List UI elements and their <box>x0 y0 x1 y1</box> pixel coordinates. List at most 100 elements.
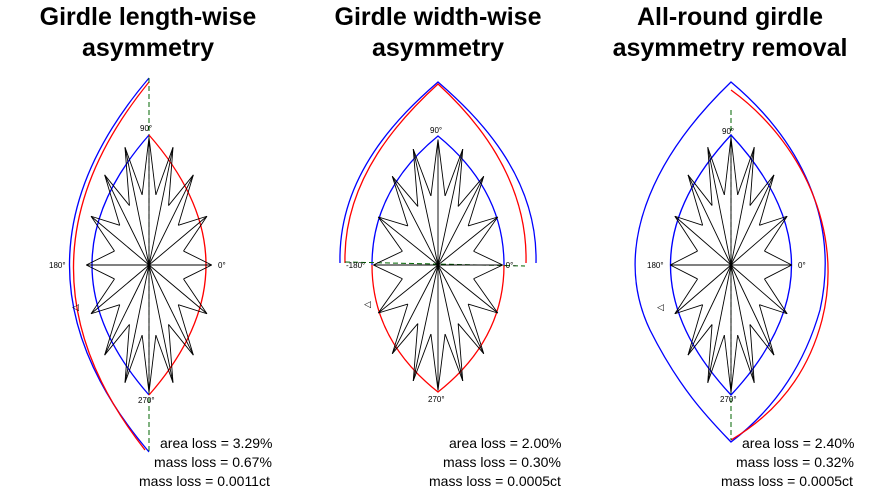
facet-edge-13 <box>674 215 703 226</box>
facet-edge-18 <box>378 303 408 314</box>
facet-edge-27 <box>457 323 485 354</box>
facet-edge-7 <box>437 139 446 197</box>
facet-edge-30 <box>183 278 208 315</box>
label-90: 90° <box>430 126 442 135</box>
facet-edge-31 <box>183 264 212 280</box>
facet-ray-2 <box>148 174 194 266</box>
facet-edge-11 <box>391 176 419 207</box>
facet-edge-14 <box>377 216 403 252</box>
facet-ray-7 <box>90 215 150 266</box>
inner-asymmetry-bottom <box>371 264 505 393</box>
facet-ray-5 <box>124 147 150 266</box>
facet-edge-5 <box>457 149 464 207</box>
facet-ray-3 <box>148 147 174 266</box>
facet-ray-1 <box>148 215 208 266</box>
panel-length-wise: 90° 180° 0° 270° ◁ area loss = 3.29% mas… <box>49 77 272 489</box>
stat-mass-loss-ct: mass loss = 0.0011ct <box>139 473 270 489</box>
facet-edge-0 <box>473 250 503 266</box>
label-270: 270° <box>720 395 737 404</box>
facet-ray-14 <box>437 264 485 354</box>
facet-edge-21 <box>412 323 419 381</box>
facet-edge-25 <box>444 333 464 382</box>
facet-edge-14 <box>90 215 115 252</box>
facet-edge-3 <box>177 174 194 226</box>
facet-ray-2 <box>437 176 485 266</box>
facet-edge-17 <box>377 278 403 314</box>
facet-edge-16 <box>373 264 403 280</box>
label-0: 0° <box>218 261 226 270</box>
facet-edge-5 <box>749 147 755 206</box>
facet-edge-13 <box>378 216 408 227</box>
panel-width-wise: 90° -180° -0°- 270° ◁ area loss = 2.00% … <box>339 81 561 489</box>
facet-ray-13 <box>437 264 464 381</box>
facet-ray-9 <box>90 264 150 315</box>
facet-edge-0 <box>764 250 792 266</box>
facet-edge-25 <box>155 334 174 383</box>
facet-edge-12 <box>104 174 121 226</box>
facet-ray-15 <box>148 264 208 315</box>
facet-edge-31 <box>473 264 503 280</box>
facet-edge-16 <box>86 264 115 280</box>
facet-edge-19 <box>104 304 121 356</box>
stat-area-loss: area loss = 2.40% <box>742 435 854 451</box>
facet-edge-19 <box>391 303 409 354</box>
facet-edge-2 <box>759 215 788 226</box>
pointer-marker: ◁ <box>364 300 371 310</box>
facet-ray-15 <box>730 264 788 315</box>
facet-edge-3 <box>467 176 485 227</box>
facet-edge-12 <box>391 176 409 227</box>
facet-edge-29 <box>759 304 788 315</box>
facet-edge-29 <box>468 303 498 314</box>
facet-edge-1 <box>473 216 499 252</box>
facet-edge-28 <box>467 303 485 354</box>
facet-edge-13 <box>90 215 120 226</box>
facet-edge-7 <box>730 137 739 195</box>
facet-edge-17 <box>90 278 115 315</box>
facet-edge-26 <box>749 324 755 383</box>
facet-edge-22 <box>124 334 143 383</box>
facet-ray-3 <box>730 147 755 266</box>
facet-ray-13 <box>730 264 755 383</box>
stat-mass-loss-percent: mass loss = 0.67% <box>154 454 272 470</box>
facet-edge-3 <box>758 174 775 226</box>
horizontal-axis <box>344 261 526 267</box>
facet-edge-19 <box>687 304 704 356</box>
facet-ray-14 <box>148 264 194 356</box>
facet-edge-2 <box>468 216 498 227</box>
facet-ray-2 <box>730 174 775 266</box>
facet-ray-5 <box>707 147 732 266</box>
facet-ray-7 <box>674 215 732 266</box>
panel-title-length-wise: Girdle length-wise asymmetry <box>39 3 257 62</box>
facet-edge-23 <box>723 335 732 393</box>
label-0: 0° <box>798 261 806 270</box>
facet-edge-27 <box>168 324 194 356</box>
outer-asymmetry-line <box>72 81 150 451</box>
facet-edge-1 <box>183 215 208 252</box>
facet-edge-15 <box>373 250 403 266</box>
label-180: -180° <box>346 261 365 270</box>
stat-mass-loss-percent: mass loss = 0.30% <box>443 454 561 470</box>
label-0: -0°- <box>503 261 516 270</box>
facet-edge-28 <box>758 304 775 356</box>
facet-edge-17 <box>674 278 698 314</box>
facet-ray-13 <box>148 264 174 383</box>
facet-edge-14 <box>674 216 698 252</box>
facet-edge-8 <box>141 137 150 195</box>
facet-edge-15 <box>670 250 698 266</box>
facet-edge-24 <box>148 335 157 393</box>
panel-title-all-round: All-round girdle asymmetry removal <box>612 3 848 62</box>
stat-mass-loss-ct: mass loss = 0.0005ct <box>429 473 561 489</box>
facet-edge-30 <box>473 278 499 314</box>
facet-ray-9 <box>377 264 439 314</box>
facet-edge-2 <box>178 215 208 226</box>
facet-edge-16 <box>670 264 698 280</box>
facet-ray-6 <box>104 174 150 266</box>
facet-edge-6 <box>737 147 755 196</box>
facet-ray-9 <box>674 264 732 315</box>
facet-ray-14 <box>730 264 775 356</box>
facet-edge-20 <box>391 323 419 354</box>
facet-edge-4 <box>168 174 194 206</box>
facet-edge-9 <box>707 147 725 196</box>
facet-edge-27 <box>749 324 775 356</box>
